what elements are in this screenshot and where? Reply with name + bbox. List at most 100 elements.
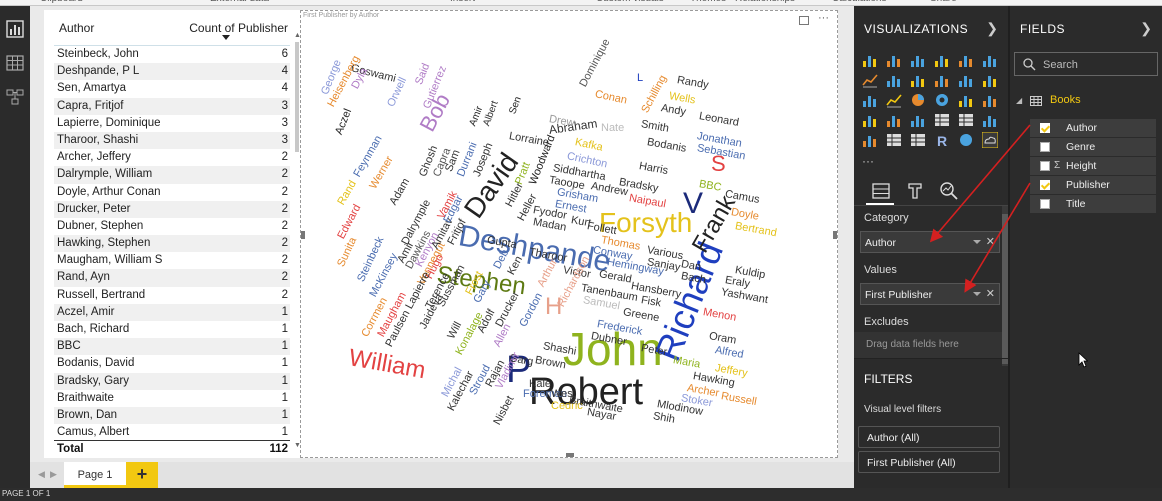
cloud-word[interactable]: Smith	[640, 118, 670, 135]
table-row[interactable]: Hawking, Stephen 2	[54, 235, 290, 253]
cloud-word[interactable]: Kafka	[573, 136, 604, 154]
cloud-word[interactable]: Foreman	[523, 388, 568, 400]
line-clustered-icon[interactable]	[958, 72, 974, 88]
ribbon-group-calculations[interactable]: Calculations	[832, 0, 886, 4]
matrix-icon[interactable]	[910, 132, 926, 148]
treemap-icon[interactable]	[958, 92, 974, 108]
cloud-word[interactable]: L	[637, 72, 644, 84]
fields-tab-icon[interactable]	[870, 180, 892, 202]
checkbox-icon[interactable]	[1040, 180, 1050, 190]
resize-handle-bottom[interactable]	[566, 453, 574, 457]
cloud-word[interactable]: P	[506, 349, 532, 391]
r-script-icon[interactable]: R	[934, 132, 950, 148]
cloud-word[interactable]: Cedric	[551, 400, 583, 412]
table-row[interactable]: Brown, Dan 1	[54, 406, 290, 425]
table-row[interactable]: Tharoor, Shashi 3	[54, 131, 290, 150]
kpi-icon[interactable]	[982, 112, 998, 128]
more-visuals-icon[interactable]: ···	[862, 154, 874, 168]
table-row[interactable]: Russell, Bertrand 2	[54, 287, 290, 304]
field-item-genre[interactable]: Genre	[1030, 138, 1156, 156]
table-row[interactable]: Aczel, Amir 1	[54, 303, 290, 321]
cloud-word[interactable]: William	[346, 344, 428, 385]
table-visual-icon[interactable]	[886, 132, 902, 148]
filter-first-publisher-label[interactable]: First Publisher (All)	[867, 457, 956, 469]
field-item-publisher[interactable]: Publisher	[1030, 176, 1156, 194]
sort-descending-icon[interactable]	[222, 35, 230, 40]
cloud-word[interactable]: Robert	[529, 371, 644, 413]
ribbon-group-insert[interactable]: Insert	[450, 0, 475, 4]
line-chart-icon[interactable]	[862, 72, 878, 88]
cloud-word[interactable]: Alfred	[714, 344, 745, 361]
column-header-author[interactable]: Author	[59, 21, 95, 35]
table-row[interactable]: Archer, Jeffery 2	[54, 149, 290, 166]
checkbox-icon[interactable]	[1040, 199, 1050, 209]
table-row[interactable]: Capra, Fritjof 3	[54, 97, 290, 115]
page-next-icon[interactable]: ▶	[50, 469, 57, 479]
category-field[interactable]: Author	[865, 237, 896, 249]
table-scrollbar[interactable]: ▲ ▼	[294, 32, 301, 452]
table-row[interactable]: Doyle, Arthur Conan 2	[54, 184, 290, 201]
table-row[interactable]: Braithwaite 1	[54, 390, 290, 407]
cloud-word[interactable]: Aczel	[332, 107, 355, 137]
scrollbar-thumb[interactable]	[295, 42, 299, 152]
table-row[interactable]: Bodanis, David 1	[54, 355, 290, 372]
table-row[interactable]: Camus, Albert 1	[54, 424, 290, 441]
word-cloud-visual[interactable]: First Publisher by Author ··· John Robert…	[300, 10, 838, 458]
focus-mode-icon[interactable]	[799, 16, 809, 25]
cloud-word[interactable]: John	[563, 323, 663, 375]
table-row[interactable]: Dubner, Stephen 2	[54, 218, 290, 235]
cloud-word[interactable]: Dominique	[577, 37, 613, 90]
tab-page-1[interactable]: Page 1	[64, 462, 126, 488]
pie-chart-icon[interactable]	[910, 92, 926, 108]
remove-category-icon[interactable]: ✕	[985, 236, 995, 248]
cloud-word[interactable]: Bertrand	[734, 220, 778, 240]
ribbon-group-relationships[interactable]: Relationships	[735, 0, 795, 4]
chevron-down-icon[interactable]	[973, 292, 981, 296]
stacked-bar-icon[interactable]	[862, 52, 878, 68]
column-header-count[interactable]: Count of Publisher	[189, 21, 288, 35]
excludes-drop-zone[interactable]: Drag data fields here	[854, 332, 1002, 358]
cloud-word[interactable]: Russell	[720, 390, 758, 409]
fields-search-input[interactable]: Search	[1014, 52, 1158, 76]
line-column-icon[interactable]	[934, 72, 950, 88]
collapse-visualizations-icon[interactable]: ❯	[986, 20, 998, 36]
filter-card-author[interactable]: Author (All)	[858, 426, 1000, 448]
cloud-word[interactable]: Albert	[481, 99, 501, 128]
chevron-down-icon[interactable]	[973, 240, 981, 244]
relationship-view-icon[interactable]	[6, 88, 24, 106]
format-tab-icon[interactable]	[904, 180, 926, 202]
cloud-word[interactable]: Fisk	[640, 294, 662, 310]
filter-card-first-publisher[interactable]: First Publisher (All)	[858, 451, 1000, 473]
cloud-word[interactable]: Sunita	[335, 235, 360, 269]
cloud-word[interactable]: Nayar	[586, 406, 618, 424]
author-table-visual[interactable]: Author Count of Publisher Steinbeck, Joh…	[44, 10, 302, 458]
field-item-title[interactable]: Title	[1030, 195, 1156, 213]
cloud-word[interactable]: Leonard	[698, 110, 740, 129]
table-row[interactable]: Rand, Ayn 2	[54, 269, 290, 287]
resize-handle-right[interactable]	[833, 231, 837, 239]
table-row[interactable]: Bach, Richard 1	[54, 321, 290, 338]
values-well[interactable]: First Publisher ✕	[860, 283, 1000, 305]
expand-caret-icon[interactable]: ◢	[1016, 96, 1023, 105]
page-prev-icon[interactable]: ◀	[38, 469, 45, 479]
collapse-fields-icon[interactable]: ❯	[1140, 20, 1152, 36]
gauge-icon[interactable]	[910, 112, 926, 128]
donut-chart-icon[interactable]	[934, 92, 950, 108]
more-options-icon[interactable]: ···	[818, 12, 829, 24]
cloud-word[interactable]: Doyle	[730, 206, 760, 223]
cloud-word[interactable]: H	[545, 293, 563, 320]
clustered-bar-icon[interactable]	[910, 52, 926, 68]
checkbox-icon[interactable]	[1040, 123, 1050, 133]
cloud-word[interactable]: Harris	[638, 160, 670, 178]
area-chart-icon[interactable]	[886, 72, 902, 88]
map-icon[interactable]	[982, 92, 998, 108]
ribbon-chart-icon[interactable]	[982, 72, 998, 88]
stacked-column-icon[interactable]	[886, 52, 902, 68]
checkbox-icon[interactable]	[1040, 142, 1050, 152]
cloud-word[interactable]: Yashwant	[720, 286, 769, 307]
ribbon-group-themes[interactable]: Themes	[690, 0, 726, 4]
scroll-down-icon[interactable]: ▼	[294, 442, 301, 449]
cloud-word[interactable]: Brown	[534, 354, 567, 372]
values-field[interactable]: First Publisher	[865, 289, 933, 301]
cloud-word[interactable]: Maria	[672, 354, 702, 371]
